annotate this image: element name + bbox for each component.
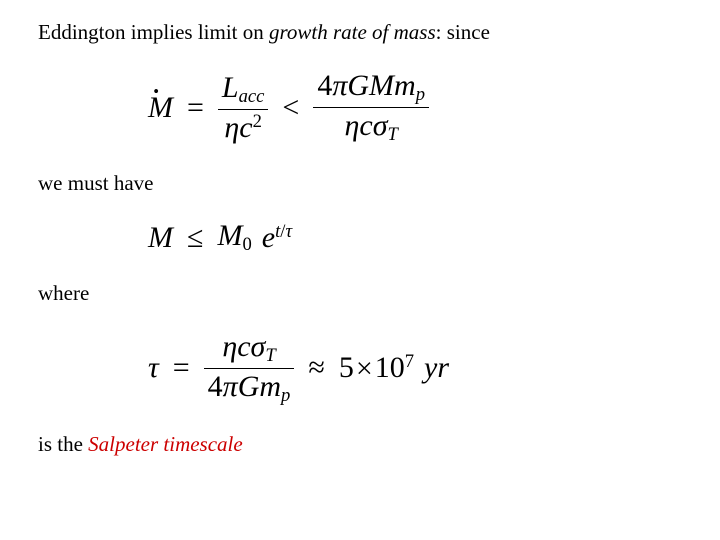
eq3-sigma: σ: [251, 330, 266, 363]
eq1-c1-sup: 2: [253, 111, 262, 132]
eq1-equals: =: [183, 93, 208, 123]
slide-page: Eddington implies limit on growth rate o…: [0, 0, 720, 482]
eq1-m-sub: p: [416, 85, 425, 106]
eq2-M0: M0: [217, 221, 251, 255]
equation-1: M = Lacc ηc2 < 4πGMmp ηcσT: [148, 70, 690, 144]
eq1-4: 4: [317, 69, 332, 102]
eq3-approx: ≈: [304, 353, 328, 383]
line1-part-a: Eddington implies limit on: [38, 20, 269, 44]
eq2-M0-base: M: [217, 219, 242, 252]
eq3-m: m: [259, 370, 281, 403]
eq1-lt: <: [278, 93, 303, 123]
eq1-sigma-sub: T: [388, 124, 398, 145]
eq3-sigma-sub: T: [265, 345, 275, 366]
spacer: [38, 203, 690, 213]
line1-emph: growth rate of mass: [269, 20, 436, 44]
line1-part-c: : since: [436, 20, 490, 44]
text-line-4: is the Salpeter timescale: [38, 430, 690, 458]
spacer: [38, 313, 690, 323]
eq3-den: 4πGmp: [204, 371, 295, 406]
eq1-frac2: 4πGMmp ηcσT: [313, 70, 429, 144]
text-line-3: where: [38, 279, 690, 307]
eq1-eta1: η: [224, 111, 239, 144]
eq2-le: ≤: [183, 223, 207, 253]
eq2-e: e: [262, 221, 275, 254]
eq1-L: L: [222, 71, 239, 104]
eq3-row: τ = ηcσT 4πGmp ≈ 5×107 yr: [148, 331, 690, 405]
spacer: [38, 265, 690, 279]
eq1-mdot: M: [148, 93, 173, 123]
eq1-row: M = Lacc ηc2 < 4πGMmp ηcσT: [148, 70, 690, 144]
eq1-M2: M: [369, 69, 394, 102]
eq3-eta: η: [222, 330, 237, 363]
fraction-bar: [313, 107, 429, 108]
eq3-c: c: [237, 330, 250, 363]
equation-2: M ≤ M0et/τ: [148, 221, 690, 255]
eq3-rhs: 5×107: [339, 353, 414, 383]
eq1-c1: c: [239, 111, 252, 144]
eq1-frac2-num: 4πGMmp: [313, 70, 429, 105]
eq1-L-sub: acc: [239, 86, 265, 107]
eq1-eta2: η: [345, 109, 360, 142]
eq3-num: ηcσT: [218, 331, 279, 366]
eq3-G: G: [238, 370, 260, 403]
eq1-frac1-den: ηc2: [220, 112, 266, 144]
eq2-exp-sup: t/τ: [275, 221, 292, 242]
eq3-frac: ηcσT 4πGmp: [204, 331, 295, 405]
text-line-2: we must have: [38, 169, 690, 197]
eq1-frac1-num: Lacc: [218, 72, 269, 107]
eq1-frac2-den: ηcσT: [341, 110, 402, 145]
line4-part-a: is the: [38, 432, 88, 456]
fraction-bar: [204, 368, 295, 369]
eq1-sigma: σ: [373, 109, 388, 142]
eq3-pi: π: [223, 370, 238, 403]
eq2-exp: et/τ: [262, 223, 292, 253]
eq3-10: 10: [375, 352, 405, 385]
fraction-bar: [218, 109, 269, 110]
eq3-m-sub: p: [281, 385, 290, 406]
eq2-M0-sub: 0: [242, 234, 251, 255]
eq3-yr: yr: [424, 353, 449, 383]
eq1-frac1: Lacc ηc2: [218, 72, 269, 143]
line4-emph: Salpeter timescale: [88, 432, 243, 456]
eq1-m: m: [394, 69, 416, 102]
eq1-c2: c: [359, 109, 372, 142]
spacer: [38, 52, 690, 62]
spacer: [38, 155, 690, 169]
eq2-tau: τ: [285, 221, 292, 242]
eq1-G: G: [347, 69, 369, 102]
eq3-tau: τ: [148, 353, 159, 383]
eq3-eq: =: [169, 353, 194, 383]
eq1-pi: π: [332, 69, 347, 102]
eq3-times: ×: [354, 352, 375, 385]
eq2-M: M: [148, 223, 173, 253]
eq3-5: 5: [339, 352, 354, 385]
text-line-1: Eddington implies limit on growth rate o…: [38, 18, 690, 46]
eq2-row: M ≤ M0et/τ: [148, 221, 690, 255]
eq3-4: 4: [208, 370, 223, 403]
spacer: [38, 416, 690, 430]
equation-3: τ = ηcσT 4πGmp ≈ 5×107 yr: [148, 331, 690, 405]
eq3-10-exp: 7: [405, 351, 414, 372]
